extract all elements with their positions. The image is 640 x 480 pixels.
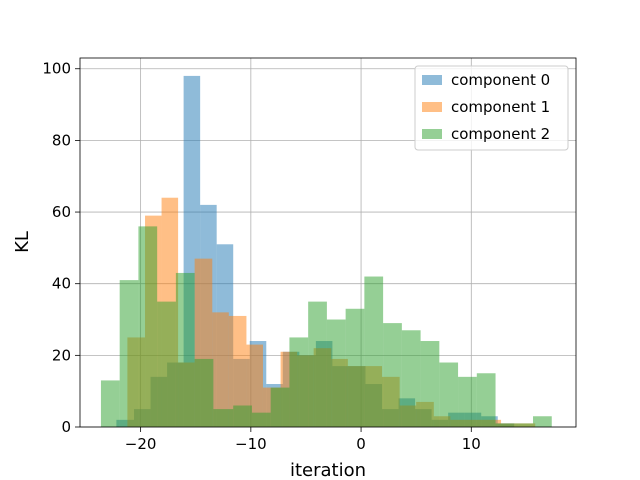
legend-box — [414, 65, 569, 151]
legend-entry-label: component 2 — [451, 125, 550, 143]
plot-border — [79, 57, 577, 428]
histogram-bar — [533, 416, 552, 427]
legend-entry-label: component 0 — [451, 71, 550, 89]
y-tick-label: 20 — [52, 346, 71, 364]
y-tick-label: 60 — [52, 203, 71, 221]
histogram-bar — [476, 373, 496, 427]
axes-frame — [79, 57, 577, 428]
histogram-bar — [326, 319, 346, 427]
histogram-bar — [138, 226, 158, 427]
legend-swatch — [422, 75, 442, 85]
x-tick-label: 0 — [356, 435, 366, 453]
histogram-bar — [270, 387, 290, 427]
legend-entry-label: component 1 — [451, 98, 550, 116]
histogram-bar — [157, 301, 176, 427]
histogram-bar — [194, 358, 214, 427]
histogram-bar — [212, 312, 229, 427]
histogram-bar — [383, 323, 402, 427]
histogram-bar — [251, 412, 271, 427]
histogram-bar — [213, 409, 234, 427]
y-tick-label: 80 — [52, 131, 71, 149]
histogram-bar — [119, 280, 139, 427]
x-tick-label: 10 — [462, 435, 481, 453]
legend-swatch — [422, 102, 442, 112]
histogram-bar — [308, 301, 327, 427]
histogram-bar — [458, 376, 477, 427]
histogram-bar — [228, 315, 247, 427]
y-tick-label: 40 — [52, 275, 71, 293]
histogram-bar — [514, 423, 534, 427]
y-axis-label: KL — [12, 231, 33, 253]
histogram-bar — [495, 423, 515, 427]
series-2-bars — [100, 226, 552, 427]
legend-swatch — [422, 129, 442, 139]
histogram-bars — [100, 75, 552, 427]
y-tick-label: 100 — [42, 60, 71, 78]
histogram-bar — [420, 341, 440, 427]
histogram-bar — [289, 337, 309, 427]
x-tick-label: −10 — [235, 435, 267, 453]
x-tick-label: −20 — [125, 435, 157, 453]
legend: component 0 component 1 component 2 — [414, 65, 569, 151]
histogram-bar — [401, 330, 421, 427]
histogram-bar — [345, 308, 365, 427]
histogram-bar — [175, 272, 195, 427]
histogram-bar — [100, 380, 120, 427]
histogram-bar — [233, 405, 252, 427]
y-tick-label: 0 — [61, 418, 71, 436]
histogram-bar — [439, 362, 459, 427]
histogram-bar — [364, 276, 384, 427]
x-axis-label: iteration — [290, 460, 366, 480]
